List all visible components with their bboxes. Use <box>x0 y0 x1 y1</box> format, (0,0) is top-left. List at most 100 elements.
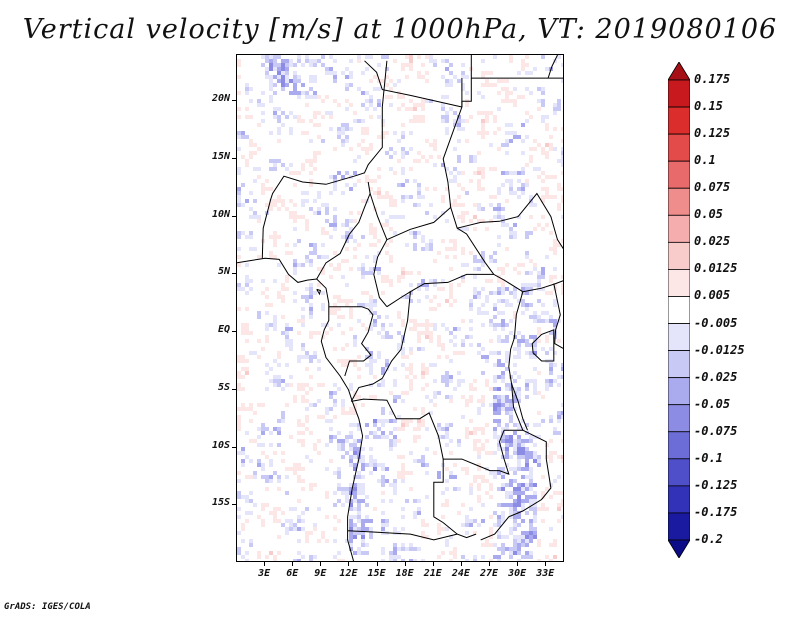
boundary-line <box>522 280 563 293</box>
boundary-line <box>261 60 388 259</box>
colorbar-level-label: -0.125 <box>694 477 738 492</box>
boundary-line <box>350 290 411 402</box>
lat-label: 5S <box>217 381 230 393</box>
boundary-line <box>369 193 388 308</box>
colorbar-swatch <box>668 106 690 135</box>
map-canvas <box>237 55 563 561</box>
lon-label: 30E <box>508 568 527 579</box>
chart-title: Vertical velocity [m/s] at 1000hPa, VT: … <box>22 14 778 45</box>
lat-tick <box>232 446 236 448</box>
boundary-line <box>433 291 524 539</box>
colorbar-swatch <box>668 377 690 406</box>
lat-label: 15N <box>211 150 230 162</box>
colorbar-swatch <box>668 214 690 243</box>
boundary-line <box>480 429 552 541</box>
colorbar-level-label: -0.175 <box>694 504 738 519</box>
boundary-line <box>511 383 528 431</box>
lat-label: 15S <box>211 497 230 509</box>
colorbar-level-label: -0.0125 <box>694 342 745 357</box>
colorbar-level-label: 0.0125 <box>694 261 738 276</box>
lon-tick <box>460 562 462 566</box>
colorbar-swatch <box>668 160 690 189</box>
lon-tick <box>404 562 406 566</box>
colorbar-bottom-arrow <box>668 539 690 558</box>
colorbar-level-label: -0.025 <box>694 369 738 384</box>
boundary-line <box>410 273 494 293</box>
colorbar-swatch <box>668 404 690 433</box>
lat-tick <box>232 504 236 506</box>
boundary-line <box>237 257 364 561</box>
lon-label: 6E <box>286 568 299 579</box>
lat-tick <box>232 273 236 275</box>
lon-label: 33E <box>536 568 555 579</box>
velocity-field <box>237 55 563 561</box>
boundary-line <box>328 306 374 377</box>
colorbar-swatch <box>668 241 690 270</box>
lon-label: 27E <box>479 568 499 579</box>
lat-label: 20N <box>211 93 230 105</box>
lon-tick <box>376 562 378 566</box>
country-boundaries <box>237 55 563 561</box>
boundary-line <box>531 329 555 362</box>
lon-label: 21E <box>423 568 442 579</box>
boundary-line <box>457 192 563 250</box>
colorbar-level-label: -0.005 <box>694 315 738 330</box>
colorbar-swatch <box>668 269 690 297</box>
colorbar-level-label: 0.1 <box>694 153 716 168</box>
lat-tick <box>232 100 236 102</box>
colorbar-level-label: 0.025 <box>694 234 731 249</box>
colorbar-swatch <box>668 350 690 379</box>
lon-label: 18E <box>395 568 414 579</box>
boundary-line <box>547 55 558 79</box>
lon-tick <box>517 562 519 566</box>
lat-label: EQ <box>217 324 230 336</box>
colorbar-level-label: -0.2 <box>694 532 723 546</box>
colorbar-swatch <box>668 431 690 460</box>
lat-tick <box>232 388 236 390</box>
colorbar-swatch <box>668 187 690 216</box>
lat-tick <box>232 331 236 333</box>
colorbar-level-label: 0.15 <box>694 99 723 114</box>
colorbar-level-label: -0.05 <box>694 396 731 411</box>
grads-credit: GrADS: IGES/COLA <box>4 602 91 612</box>
lat-label: 10S <box>211 439 230 451</box>
boundary-line <box>316 181 371 280</box>
lat-label: 5N <box>217 266 230 278</box>
colorbar-level-label: 0.125 <box>694 126 731 141</box>
lon-tick <box>348 562 350 566</box>
colorbar-level-label: 0.05 <box>694 207 723 222</box>
lat-tick <box>232 215 236 217</box>
colorbar-swatch <box>668 458 690 487</box>
colorbar-swatch <box>668 512 690 541</box>
lat-label: 10N <box>211 208 230 220</box>
lon-tick <box>432 562 434 566</box>
lon-tick <box>264 562 266 566</box>
colorbar-level-label: 0.005 <box>694 288 731 303</box>
map-panel <box>236 54 564 562</box>
lon-label: 9E <box>314 568 327 579</box>
boundary-line <box>347 530 458 541</box>
colorbar-level-label: -0.1 <box>694 450 723 465</box>
colorbar-level-label: 0.175 <box>694 72 731 86</box>
lon-label: 24E <box>451 568 470 579</box>
colorbar-level-label: 0.075 <box>694 180 731 195</box>
colorbar-swatch <box>668 485 690 514</box>
lon-label: 15E <box>367 568 386 579</box>
colorbar-top-arrow <box>668 62 690 81</box>
lon-tick <box>292 562 294 566</box>
colorbar <box>668 62 690 558</box>
lon-tick <box>320 562 322 566</box>
colorbar-swatch <box>668 133 690 162</box>
lon-label: 3E <box>258 568 271 579</box>
lon-label: 12E <box>339 568 358 579</box>
colorbar-swatch <box>668 323 690 351</box>
colorbar-swatch <box>668 79 690 108</box>
boundary-line <box>316 288 322 296</box>
lon-tick <box>545 562 547 566</box>
boundary-line <box>364 60 463 108</box>
lon-tick <box>489 562 491 566</box>
boundary-line <box>553 283 563 349</box>
boundary-line <box>351 398 444 460</box>
colorbar-swatch <box>668 296 690 324</box>
boundary-line <box>386 206 524 293</box>
